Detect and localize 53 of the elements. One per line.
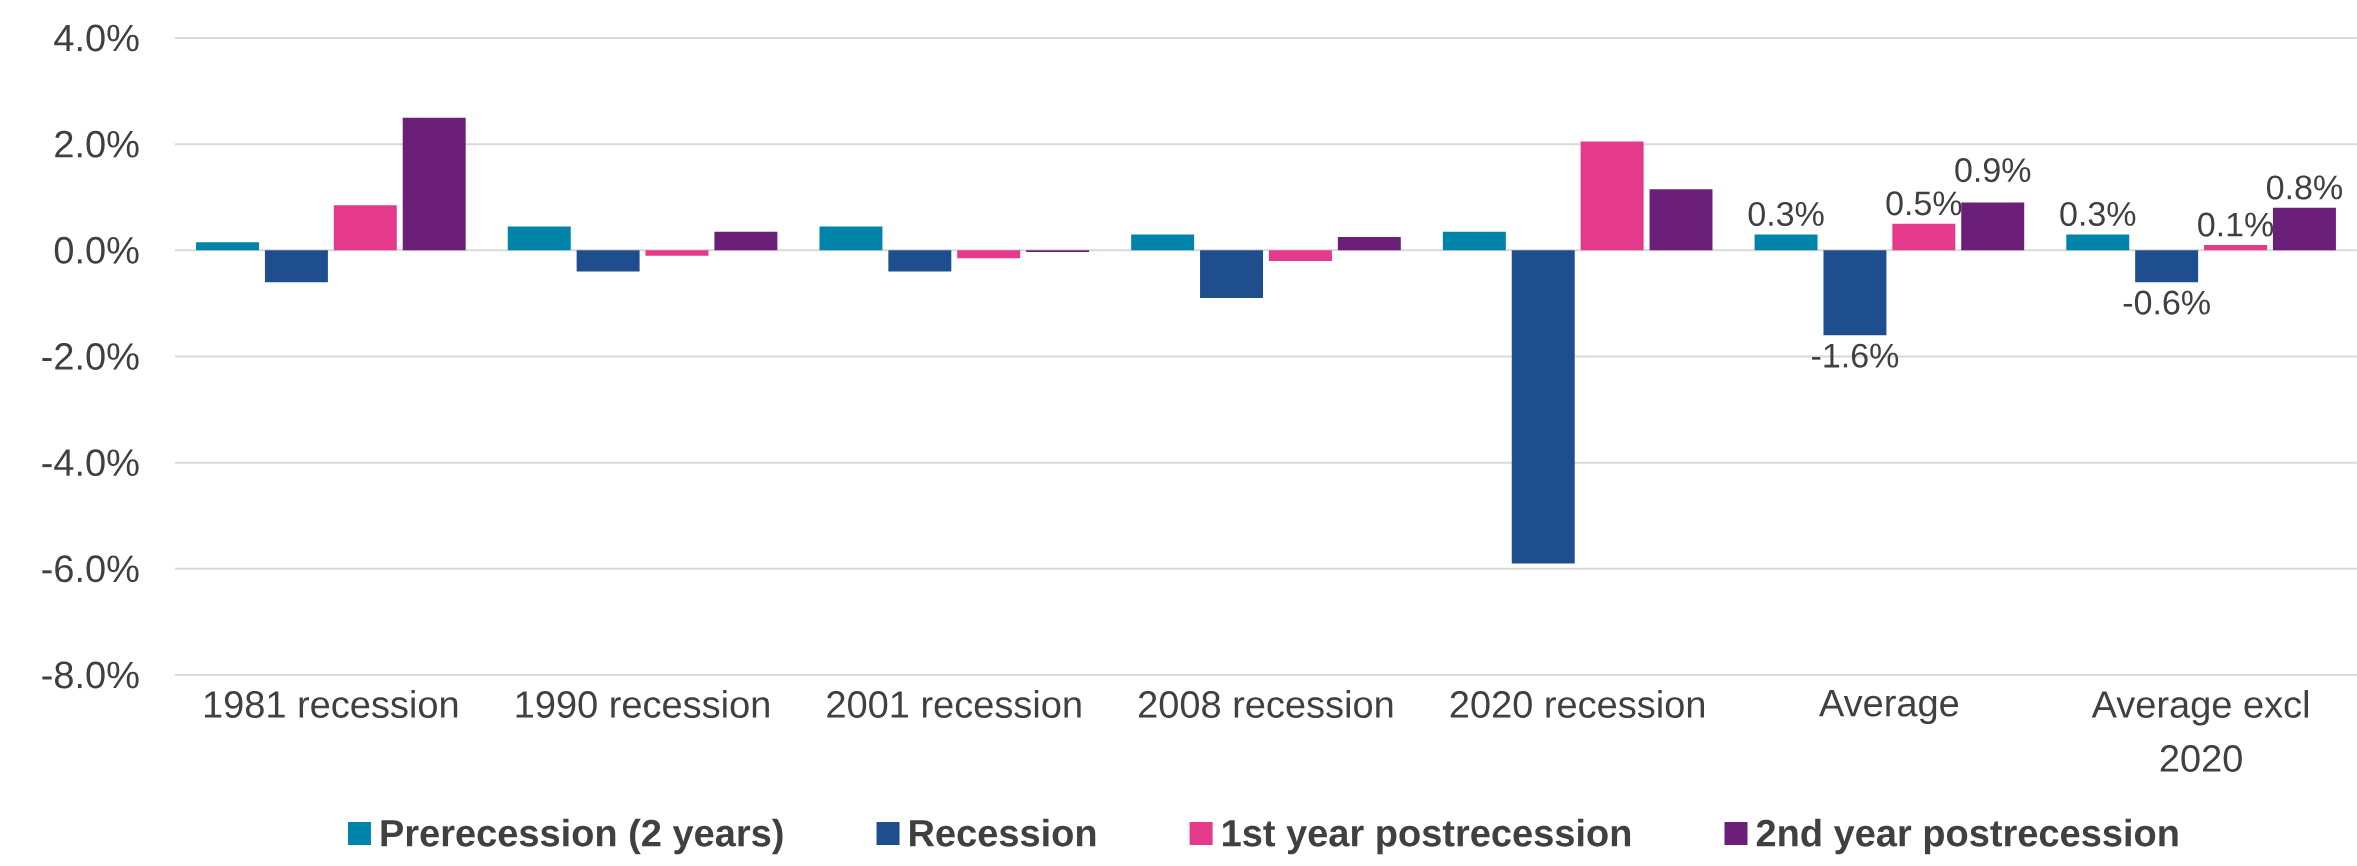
data-label: 0.8% bbox=[2267, 175, 2342, 200]
bar bbox=[1511, 250, 1575, 564]
bar bbox=[1892, 223, 1956, 251]
y-tick-label: -8.0% bbox=[42, 661, 139, 689]
data-label: 0.3% bbox=[1748, 201, 1824, 227]
bar bbox=[2135, 250, 2199, 283]
bar bbox=[1961, 202, 2025, 251]
bar bbox=[1754, 234, 1818, 251]
data-label: -0.6% bbox=[2123, 290, 2210, 315]
y-tick-label: -2.0% bbox=[42, 343, 139, 370]
bar bbox=[402, 117, 466, 251]
x-tick-label: Average excl 2020 bbox=[2091, 690, 2308, 772]
x-tick-label: 1981 recession bbox=[204, 690, 458, 718]
bar bbox=[1131, 234, 1195, 251]
bar bbox=[2272, 207, 2336, 251]
bar bbox=[645, 250, 709, 256]
bar bbox=[1442, 231, 1506, 251]
data-label: 0.5% bbox=[1886, 191, 1962, 216]
bar bbox=[1200, 250, 1264, 299]
bar bbox=[507, 226, 571, 251]
bar bbox=[196, 242, 260, 251]
y-tick-label: 2.0% bbox=[55, 130, 139, 158]
bar bbox=[2066, 234, 2130, 251]
y-tick-label: -6.0% bbox=[42, 555, 139, 583]
data-label: 0.1% bbox=[2198, 212, 2274, 237]
data-label: 0.9% bbox=[1955, 158, 2031, 183]
bar bbox=[576, 250, 640, 272]
bar bbox=[888, 250, 952, 272]
bar bbox=[1823, 250, 1887, 336]
bar bbox=[1580, 141, 1644, 251]
bar bbox=[714, 231, 778, 251]
bar bbox=[957, 250, 1021, 259]
data-label: -1.6% bbox=[1812, 343, 1899, 368]
legend-label: 1st year postrecession bbox=[1223, 818, 1631, 855]
y-tick-label: 4.0% bbox=[54, 24, 139, 52]
x-tick-label: 2001 recession bbox=[827, 690, 1081, 718]
bar bbox=[264, 250, 328, 283]
legend-label: 2nd year postrecession bbox=[1756, 818, 2178, 855]
bar bbox=[1268, 250, 1332, 261]
x-tick-label: 2008 recession bbox=[1139, 690, 1393, 718]
bar bbox=[819, 226, 883, 251]
x-tick-label: Average bbox=[1819, 690, 1959, 725]
bar bbox=[1337, 237, 1401, 251]
y-tick-label: -4.0% bbox=[42, 449, 139, 477]
bar bbox=[2204, 245, 2268, 251]
x-tick-label: 1990 recession bbox=[516, 690, 769, 718]
data-label: 0.3% bbox=[2060, 201, 2136, 227]
legend-label: Recession bbox=[910, 818, 1096, 847]
y-tick-label: 0.0% bbox=[54, 236, 139, 264]
bar bbox=[1649, 189, 1713, 251]
bar bbox=[333, 205, 397, 251]
legend-label: Prerecession (2 years) bbox=[381, 818, 783, 855]
x-tick-label: 2020 recession bbox=[1450, 690, 1704, 718]
